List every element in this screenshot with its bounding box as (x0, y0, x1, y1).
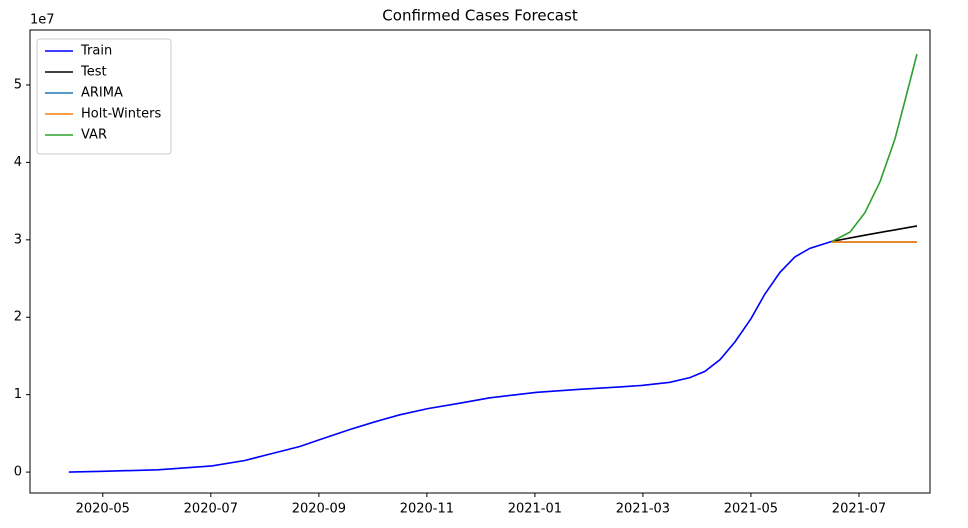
y-tick-label: 1 (14, 387, 22, 402)
legend-label: Test (80, 65, 107, 80)
legend-label: ARIMA (81, 86, 123, 101)
y-tick-label: 2 (14, 310, 22, 325)
series-line (831, 53, 918, 243)
y-tick-label: 4 (14, 155, 22, 170)
x-tick-label: 2021-01 (508, 502, 562, 517)
legend-box (36, 38, 172, 155)
y-tick-label: 5 (14, 77, 22, 92)
legend-label: VAR (81, 128, 107, 143)
y-tick-label: 0 (14, 465, 22, 480)
x-tick-label: 2020-09 (292, 502, 346, 517)
x-tick-label: 2021-03 (616, 502, 670, 517)
y-tick-label: 3 (14, 232, 22, 247)
series-line (831, 225, 918, 243)
series-line (68, 240, 833, 473)
x-tick-label: 2021-07 (832, 502, 886, 517)
legend-label: Train (80, 44, 112, 59)
axis-offset-label: 1e7 (30, 13, 55, 28)
x-tick-label: 2020-05 (76, 502, 130, 517)
legend-label: Holt-Winters (81, 107, 161, 122)
chart-title: Confirmed Cases Forecast (382, 7, 578, 25)
x-tick-label: 2020-11 (400, 502, 454, 517)
x-tick-label: 2021-05 (724, 502, 778, 517)
x-tick-label: 2020-07 (184, 502, 238, 517)
plot-frame (29, 29, 931, 494)
